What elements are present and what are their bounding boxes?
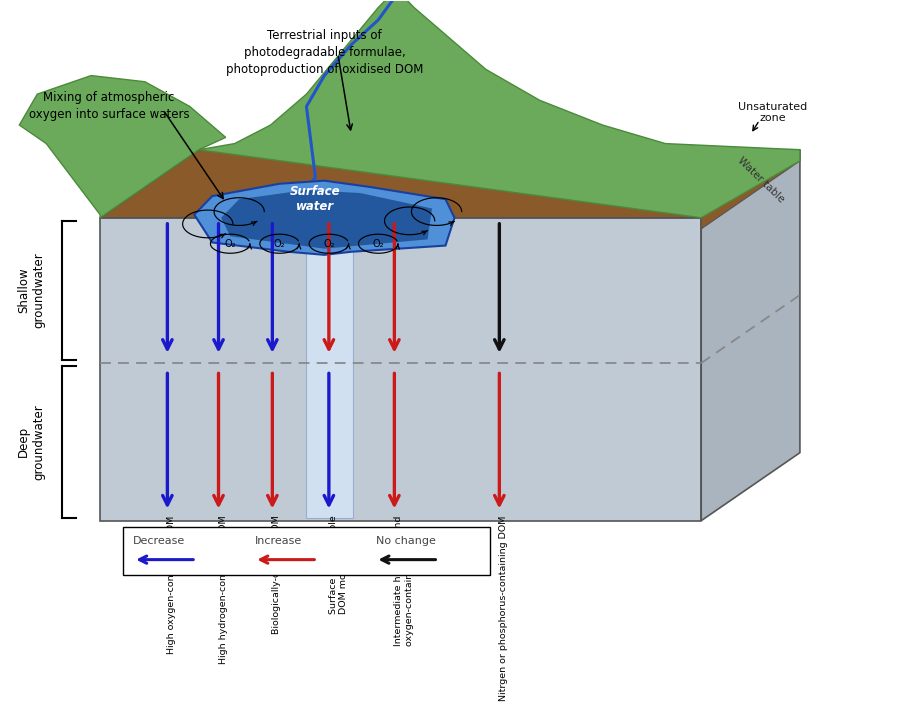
Text: O₂: O₂ bbox=[373, 238, 384, 248]
Text: Deep
groundwater: Deep groundwater bbox=[17, 404, 45, 480]
Text: Surface water stable
DOM molecules: Surface water stable DOM molecules bbox=[328, 516, 348, 615]
Text: High hydrogen-containing DOM: High hydrogen-containing DOM bbox=[219, 516, 228, 664]
Text: Shallow
groundwater: Shallow groundwater bbox=[17, 253, 45, 328]
Text: Biologically-derived DOM: Biologically-derived DOM bbox=[273, 516, 282, 635]
Text: No change: No change bbox=[375, 536, 436, 546]
Polygon shape bbox=[199, 0, 800, 218]
Text: Surface
water: Surface water bbox=[290, 185, 341, 213]
Bar bbox=[122, 527, 490, 575]
Text: Unsaturated
zone: Unsaturated zone bbox=[738, 102, 807, 124]
Polygon shape bbox=[194, 181, 454, 255]
Text: Nitrgen or phosphorus-containing DOM: Nitrgen or phosphorus-containing DOM bbox=[500, 516, 508, 701]
Polygon shape bbox=[100, 150, 800, 218]
Text: Terrestrial inputs of
photodegradable formulae,
photoproduction of oxidised DOM: Terrestrial inputs of photodegradable fo… bbox=[226, 29, 423, 76]
Polygon shape bbox=[221, 190, 432, 248]
Text: O₂: O₂ bbox=[224, 238, 236, 248]
Text: O₂: O₂ bbox=[274, 238, 285, 248]
Text: High oxygen-containing DOM: High oxygen-containing DOM bbox=[167, 516, 176, 654]
Polygon shape bbox=[701, 150, 800, 521]
Polygon shape bbox=[701, 150, 800, 229]
Polygon shape bbox=[19, 76, 226, 218]
Text: Decrease: Decrease bbox=[133, 536, 185, 546]
Polygon shape bbox=[100, 218, 701, 521]
Text: Water table: Water table bbox=[736, 156, 787, 205]
Text: Mixing of atmospheric
oxygen into surface waters: Mixing of atmospheric oxygen into surfac… bbox=[29, 91, 189, 121]
Text: Intermediate hydrogen and
oxygen-containing DOM: Intermediate hydrogen and oxygen-contain… bbox=[394, 516, 414, 646]
Text: O₂: O₂ bbox=[323, 238, 335, 248]
Text: Increase: Increase bbox=[255, 536, 302, 546]
Bar bbox=[306, 221, 353, 518]
